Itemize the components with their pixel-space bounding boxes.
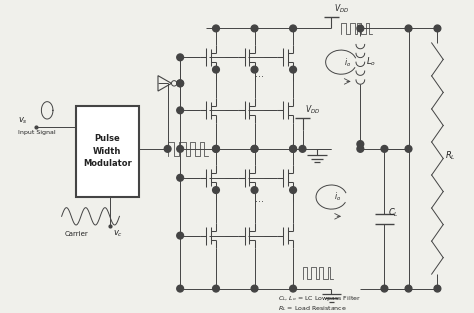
Circle shape (177, 146, 183, 152)
Circle shape (357, 146, 364, 152)
Circle shape (290, 25, 296, 32)
Circle shape (177, 285, 183, 292)
Circle shape (213, 285, 219, 292)
Text: $V_{DD}$: $V_{DD}$ (334, 3, 349, 15)
Text: $R_L$: $R_L$ (445, 150, 456, 162)
Text: Input Signal: Input Signal (18, 131, 56, 136)
Circle shape (405, 25, 412, 32)
Circle shape (381, 146, 388, 152)
Circle shape (434, 25, 441, 32)
Text: $i_o$: $i_o$ (344, 56, 351, 69)
Circle shape (357, 141, 364, 147)
Circle shape (405, 285, 412, 292)
Circle shape (213, 146, 219, 152)
Text: ···: ··· (255, 197, 264, 207)
Circle shape (177, 232, 183, 239)
Circle shape (299, 146, 306, 152)
Text: $C_L$, $L_o$ = LC Lowpass Filter: $C_L$, $L_o$ = LC Lowpass Filter (278, 294, 362, 303)
Circle shape (381, 285, 388, 292)
Circle shape (177, 107, 183, 114)
Circle shape (251, 66, 258, 73)
Circle shape (290, 285, 296, 292)
Circle shape (357, 25, 364, 32)
Circle shape (164, 146, 171, 152)
Text: $v_c$: $v_c$ (113, 228, 123, 239)
Circle shape (177, 54, 183, 61)
Text: $i_o$: $i_o$ (334, 191, 341, 203)
Circle shape (251, 146, 258, 152)
Circle shape (177, 174, 183, 181)
Circle shape (290, 146, 296, 152)
Text: $V_{DD}$: $V_{DD}$ (305, 104, 320, 116)
Text: ···: ··· (255, 72, 264, 82)
Circle shape (434, 285, 441, 292)
Circle shape (251, 146, 258, 152)
Circle shape (405, 146, 412, 152)
Circle shape (290, 66, 296, 73)
Text: Carrier: Carrier (64, 231, 88, 237)
Circle shape (213, 66, 219, 73)
Text: $C_L$: $C_L$ (388, 207, 399, 219)
Text: $L_o$: $L_o$ (366, 56, 376, 69)
Circle shape (177, 80, 183, 87)
Circle shape (290, 146, 296, 152)
Text: $v_s$: $v_s$ (18, 116, 28, 126)
Circle shape (251, 25, 258, 32)
Circle shape (251, 285, 258, 292)
Circle shape (213, 146, 219, 152)
Circle shape (290, 187, 296, 193)
Circle shape (213, 187, 219, 193)
Circle shape (251, 187, 258, 193)
Circle shape (177, 80, 183, 87)
Text: $R_L$ = Load Resistance: $R_L$ = Load Resistance (278, 304, 347, 313)
Circle shape (213, 25, 219, 32)
Bar (76, 105, 139, 197)
Text: Pulse
Width
Modulator: Pulse Width Modulator (83, 134, 132, 168)
